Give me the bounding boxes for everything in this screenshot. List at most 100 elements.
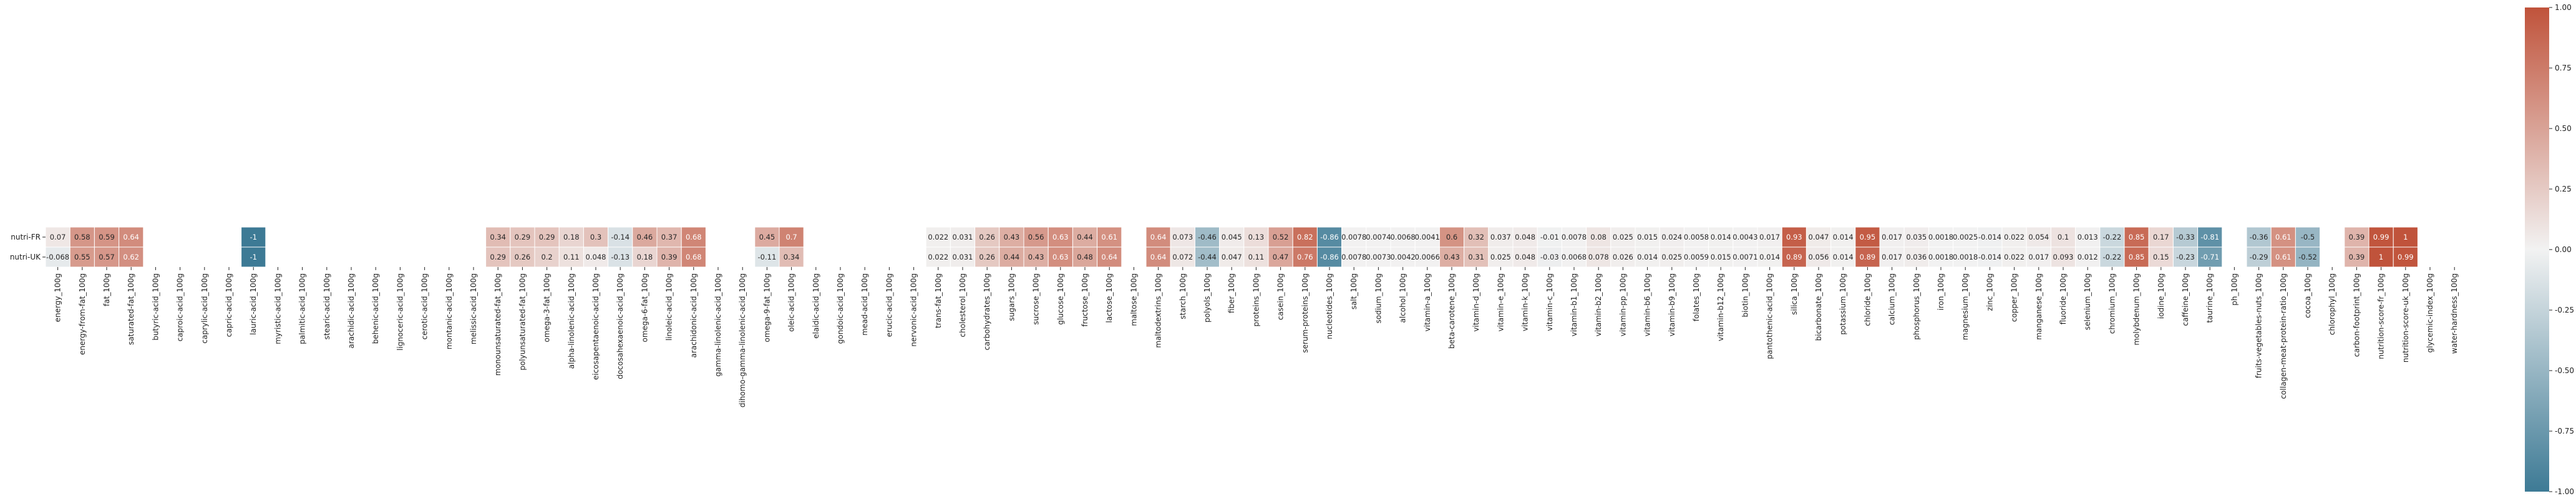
cell-value-label: 0.048	[1515, 233, 1535, 241]
column-tick-label: nutrition-score-fr_100g	[2377, 273, 2386, 359]
cell-value-label: -0.014	[1978, 253, 2001, 261]
heatmap-cell	[1659, 226, 1684, 248]
heatmap-cell	[754, 246, 780, 268]
cell-value-label: 0.0025	[1953, 233, 1978, 241]
column-tick-label: arachidonic-acid_100g	[689, 273, 698, 358]
column-tick-label: serum-proteins_100g	[1301, 273, 1310, 353]
cell-value-label: 0.035	[1906, 233, 1927, 241]
column-tick-label: alcohol_100g	[1399, 273, 1407, 323]
heatmap-cell	[1683, 246, 1709, 268]
column-tick-label: collagen-meat-protein-ratio_100g	[2279, 273, 2288, 399]
cell-value-label: 0.0018	[1928, 253, 1953, 261]
cell-value-label: 0.014	[1759, 253, 1780, 261]
heatmap-cell	[1414, 226, 1440, 248]
column-tick-label: fructose_100g	[1081, 273, 1089, 327]
cell-value-label: 0.82	[1297, 233, 1313, 241]
column-tick-label: cocoa_100g	[2303, 273, 2312, 318]
cell-value-label: 0.048	[586, 253, 606, 261]
column-tick-label: sodium_100g	[1374, 273, 1383, 323]
cell-value-label: -0.5	[2301, 233, 2315, 241]
heatmap-cell	[1879, 246, 1905, 268]
heatmap-cell	[2001, 246, 2027, 268]
heatmap-cell	[534, 226, 560, 248]
column-tick-label: dihomo-gamma-linolenic-acid_100g	[738, 273, 747, 407]
cell-value-label: 0.0066	[1415, 253, 1440, 261]
cell-value-label: 0.61	[2275, 233, 2292, 241]
cell-value-label: 0.57	[99, 253, 115, 261]
cell-value-label: 0.024	[1661, 233, 1682, 241]
column-tick-label: folates_100g	[1692, 273, 1701, 321]
heatmap-cell	[1537, 246, 1562, 268]
column-tick-label: salt_100g	[1349, 273, 1358, 309]
cell-value-label: 0.054	[2028, 233, 2049, 241]
column-tick-label: vitamin-b9_100g	[1668, 273, 1676, 336]
cell-value-label: 0.0042	[1390, 253, 1415, 261]
heatmap-cell	[534, 246, 560, 268]
cell-value-label: 0.072	[1172, 253, 1193, 261]
heatmap-cell	[2368, 246, 2394, 268]
row-tick-label: nutri-UK	[10, 253, 41, 261]
column-tick-label: glucose_100g	[1056, 273, 1065, 325]
heatmap-cell	[94, 246, 120, 268]
column-tick-label: alpha-linolenic-acid_100g	[567, 273, 576, 369]
column-tick-label: phosphorus_100g	[1912, 273, 1921, 340]
cell-value-label: 0.031	[953, 253, 973, 261]
heatmap-cell	[681, 246, 706, 268]
heatmap-cell	[1635, 246, 1660, 268]
heatmap-cell	[2393, 226, 2418, 248]
column-tick-label: nutrition-score-uk_100g	[2401, 273, 2410, 362]
column-tick-label: silica_100g	[1790, 273, 1799, 315]
column-tick-label: vitamin-c_100g	[1545, 273, 1554, 331]
cell-value-label: 0.43	[1444, 253, 1460, 261]
cell-value-label: 0.014	[1833, 233, 1854, 241]
heatmap-cell	[2368, 226, 2394, 248]
column-tick-label: butyric-acid_100g	[151, 273, 160, 341]
cell-value-label: 0.15	[2153, 253, 2169, 261]
heatmap-cell	[1757, 226, 1782, 248]
column-tick-label: polyunsaturated-fat_100g	[518, 273, 527, 371]
column-tick-label: caprylic-acid_100g	[200, 273, 209, 344]
heatmap-cell	[119, 246, 144, 268]
heatmap-cell	[2344, 226, 2369, 248]
cell-value-label: 0.012	[2078, 253, 2098, 261]
cell-value-label: 0.031	[953, 233, 973, 241]
cell-value-label: 0.44	[1077, 233, 1093, 241]
column-tick-label: casein_100g	[1276, 273, 1285, 320]
cell-value-label: -0.81	[2200, 233, 2219, 241]
cell-value-label: 0.0068	[1390, 233, 1415, 241]
column-tick-label: proteins_100g	[1252, 273, 1260, 326]
cell-value-label: 0.025	[1490, 253, 1511, 261]
column-tick-label: zinc_100g	[1985, 273, 1994, 311]
cell-value-label: 0.85	[2129, 233, 2145, 241]
cell-value-label: -0.36	[2250, 233, 2268, 241]
heatmap-cell	[1561, 246, 1587, 268]
cell-value-label: 0.025	[1661, 253, 1682, 261]
cell-value-label: 0.61	[1101, 233, 1117, 241]
colorbar-tick-label: 0.00	[2555, 245, 2572, 254]
heatmap-cell	[2197, 226, 2223, 248]
column-tick-label: stearic-acid_100g	[323, 273, 331, 339]
cell-value-label: 0.93	[1786, 233, 1802, 241]
cell-value-label: 0.13	[1248, 233, 1265, 241]
column-tick-label: chloride_100g	[1863, 273, 1872, 326]
cell-value-label: 0.64	[1150, 253, 1167, 261]
column-tick-label: glycemic-index_100g	[2426, 273, 2434, 353]
cell-value-label: 0.022	[2004, 233, 2024, 241]
column-tick-label: carbon-footprint_100g	[2352, 273, 2361, 357]
column-tick-label: nervonic-acid_100g	[910, 273, 918, 347]
cell-value-label: 0.078	[1588, 253, 1609, 261]
heatmap-cell	[1928, 246, 1954, 268]
cell-value-label: 0.61	[2275, 253, 2292, 261]
cell-value-label: 0.014	[1637, 253, 1658, 261]
cell-value-label: 0.0018	[1928, 233, 1953, 241]
column-tick-label: calcium_100g	[1888, 273, 1897, 325]
cell-value-label: 0.014	[1833, 253, 1854, 261]
cell-value-label: 0.0058	[1684, 233, 1709, 241]
cell-value-label: 0.43	[1028, 253, 1044, 261]
column-tick-label: behenic-acid_100g	[371, 273, 380, 344]
heatmap-cell	[1097, 246, 1122, 268]
cell-value-label: -0.11	[758, 253, 777, 261]
cell-value-label: -0.86	[1320, 253, 1339, 261]
heatmap-cell	[779, 246, 804, 268]
colorbar-tick-label: -1.00	[2555, 487, 2574, 496]
